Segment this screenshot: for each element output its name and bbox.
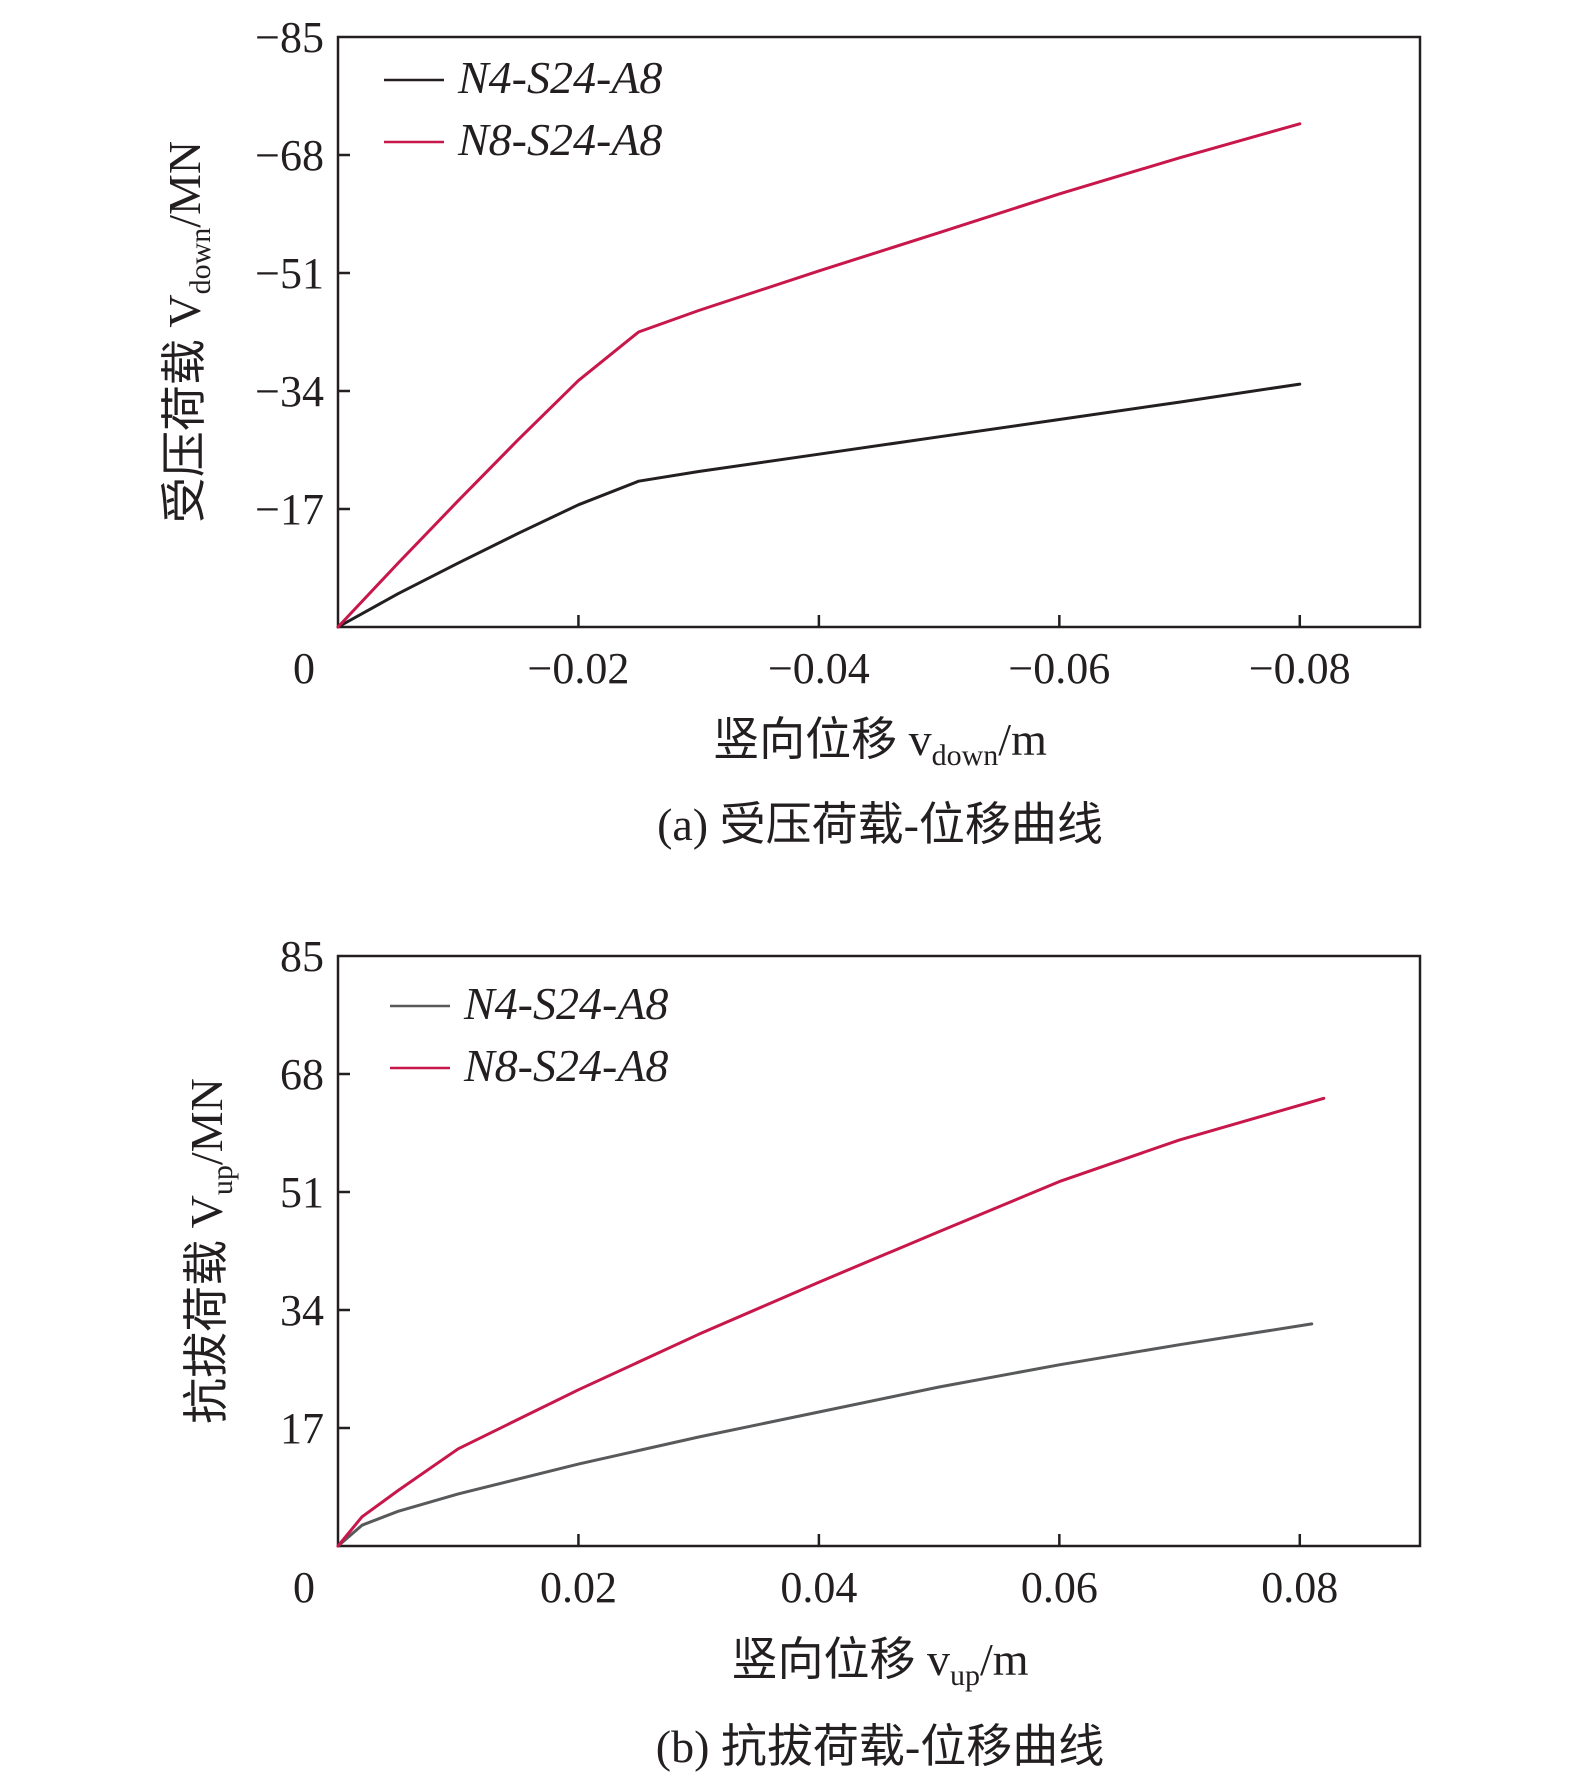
y-axis-title-b: 抗拔荷载 Vup/MN	[181, 1078, 239, 1424]
x-tick-label-a-1: −0.02	[528, 644, 630, 693]
plot-frame-b	[336, 954, 1422, 1548]
x-tick-label-b-3: 0.06	[1021, 1563, 1098, 1612]
y-tick-label-b-2: 51	[280, 1168, 324, 1217]
series-line-b-n4	[336, 1322, 1314, 1548]
y-tick-label-b-1: 34	[280, 1286, 324, 1335]
axis-ticks-b: 0 0.02 0.04 0.06 0.08 17 34 51 68 85	[280, 932, 1338, 1612]
panel-b: 0 0.02 0.04 0.06 0.08 17 34 51 68 85 N4-S24-A8 N8…	[181, 932, 1422, 1772]
panel-a: 0 −0.02 −0.04 −0.06 −0.08 −17 −34 −51 −68 −85 N4-…	[159, 13, 1422, 850]
y-axis-title-a: 受压荷载 Vdown/MN	[159, 141, 217, 523]
legend-label-n4-a: N4-S24-A8	[457, 52, 662, 103]
y-tick-label-a-0: −17	[255, 485, 324, 534]
x-tick-label-a-0: 0	[293, 644, 315, 693]
y-tick-label-a-4: −85	[255, 13, 324, 62]
plot-frame-a	[336, 35, 1422, 629]
x-tick-label-b-2: 0.04	[780, 1563, 857, 1612]
series-line-a-n4	[336, 382, 1302, 629]
legend-label-n4-b: N4-S24-A8	[463, 978, 668, 1029]
x-tick-label-a-3: −0.06	[1008, 644, 1110, 693]
series-lines-b	[336, 1096, 1326, 1548]
x-tick-label-a-2: −0.04	[768, 644, 870, 693]
caption-b: (b) 抗拔荷载-位移曲线	[656, 1721, 1104, 1772]
x-tick-label-a-4: −0.08	[1249, 644, 1351, 693]
series-line-a-n8	[336, 122, 1302, 629]
legend-label-n8-a: N8-S24-A8	[457, 114, 662, 165]
y-tick-label-a-1: −34	[255, 367, 324, 416]
series-lines-a	[336, 122, 1302, 629]
y-tick-label-b-0: 17	[280, 1404, 324, 1453]
x-tick-label-b-1: 0.02	[540, 1563, 617, 1612]
x-tick-label-b-4: 0.08	[1261, 1563, 1338, 1612]
legend-a: N4-S24-A8 N8-S24-A8	[384, 52, 662, 165]
y-tick-label-b-4: 85	[280, 932, 324, 981]
axis-ticks-a: 0 −0.02 −0.04 −0.06 −0.08 −17 −34 −51 −68 −85	[255, 13, 1351, 693]
x-axis-title-b: 竖向位移 vup/m	[731, 1634, 1028, 1692]
series-line-b-n8	[336, 1096, 1326, 1548]
x-axis-title-a: 竖向位移 vdown/m	[713, 714, 1047, 772]
legend-b: N4-S24-A8 N8-S24-A8	[390, 978, 668, 1091]
y-tick-label-a-2: −51	[255, 249, 324, 298]
legend-label-n8-b: N8-S24-A8	[463, 1040, 668, 1091]
caption-a: (a) 受压荷载-位移曲线	[657, 799, 1103, 850]
y-tick-label-a-3: −68	[255, 131, 324, 180]
y-tick-label-b-3: 68	[280, 1050, 324, 1099]
x-tick-label-b-0: 0	[293, 1563, 315, 1612]
